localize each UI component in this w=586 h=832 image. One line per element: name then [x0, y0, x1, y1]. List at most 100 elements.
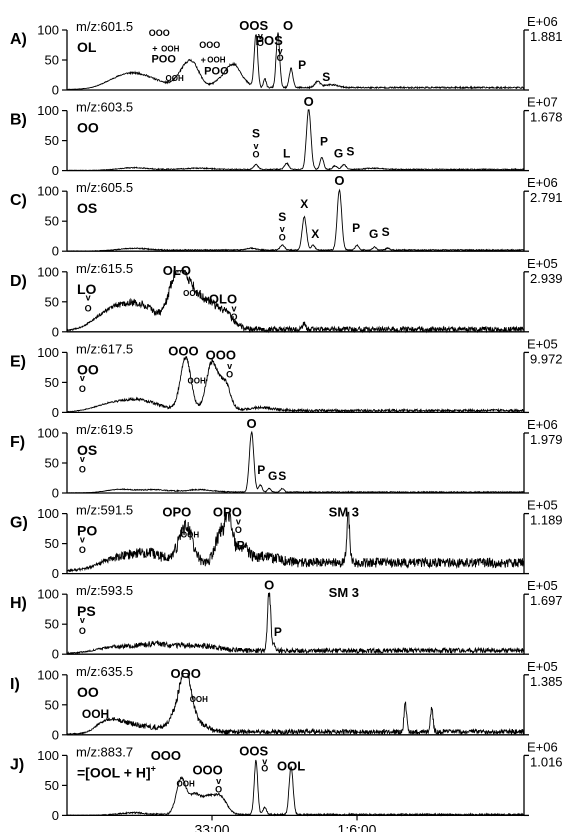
peak-label: v	[278, 46, 283, 56]
peak-label: O	[79, 384, 86, 394]
peak-label: OOO	[170, 666, 200, 681]
peak-label: O	[334, 173, 344, 188]
y-tick-label: 50	[45, 53, 59, 68]
y-tick-label: 100	[37, 23, 59, 38]
compound-label: PO	[77, 523, 97, 539]
peak-label: S	[382, 225, 390, 239]
scale-exponent: E+05	[527, 659, 558, 674]
scale-value: 1.697	[530, 593, 563, 608]
scale-exponent: E+05	[527, 256, 558, 271]
scale-value: 2.791	[530, 190, 563, 205]
peak-label: v	[80, 454, 85, 464]
peak-label: O	[279, 232, 286, 242]
mz-label: m/z:601.5	[76, 19, 133, 34]
y-tick-label: 100	[37, 426, 59, 441]
peak-label: P	[274, 625, 282, 639]
scale-exponent: E+05	[527, 498, 558, 513]
peak-label: P	[298, 58, 306, 72]
peak-label: OOO	[206, 348, 236, 363]
peak-label: OOS	[239, 18, 268, 33]
peak-label: O	[246, 416, 256, 431]
y-tick-label: 0	[52, 727, 59, 742]
mz-label: m/z:603.5	[76, 100, 133, 115]
mz-label: m/z:617.5	[76, 341, 133, 356]
y-tick-label: 100	[37, 587, 59, 602]
peak-label: v	[80, 615, 85, 625]
peak-label: O	[79, 545, 86, 555]
peak-label: POS	[255, 33, 283, 48]
peak-label: S	[252, 127, 260, 141]
panel-label: F)	[10, 434, 25, 451]
peak-label: S	[322, 70, 330, 84]
panel-label: G)	[10, 515, 28, 532]
panel-label: B)	[10, 112, 27, 129]
superscript-plus: +	[151, 763, 156, 773]
peak-label: O	[252, 149, 259, 159]
peak-label: OPO	[213, 505, 242, 520]
mz-label: m/z:883.7	[76, 744, 133, 759]
y-tick-label: 100	[37, 184, 59, 199]
peak-label: OOH	[188, 377, 206, 386]
peak-label: O	[304, 94, 314, 109]
compound-label: LO	[77, 281, 97, 297]
peak-label: SM 3	[329, 585, 359, 600]
peak-label: v	[253, 141, 258, 151]
y-tick-label: 50	[45, 214, 59, 229]
peak-label: O	[264, 577, 274, 592]
trace-line	[67, 511, 525, 573]
scale-exponent: E+06	[527, 175, 558, 190]
y-tick-label: 100	[37, 748, 59, 763]
peak-label: X	[311, 227, 319, 241]
peak-label: OOH	[82, 707, 109, 721]
peak-label: O	[79, 465, 86, 475]
peak-label: OOL	[277, 758, 305, 773]
y-tick-label: 50	[45, 697, 59, 712]
y-tick-label: 0	[52, 324, 59, 339]
peak-label: OOH	[161, 45, 179, 54]
trace-line	[67, 430, 525, 494]
scale-value: 1.385	[530, 674, 563, 689]
peak-label: v	[216, 776, 221, 786]
trace-line	[67, 356, 525, 414]
panel-label: H)	[10, 595, 27, 612]
y-tick-label: 50	[45, 536, 59, 551]
peak-label: O	[277, 53, 284, 63]
peak-label: G	[268, 469, 277, 483]
peak-label: O	[79, 626, 86, 636]
peak-label: OOH	[207, 55, 225, 64]
y-tick-label: 100	[37, 667, 59, 682]
compound-label: PS	[77, 603, 96, 619]
scale-value: 1.678	[530, 110, 563, 125]
mz-label: m/z:635.5	[76, 664, 133, 679]
compound-label: OL	[77, 39, 97, 55]
peak-label: O	[230, 312, 237, 322]
mz-label: m/z:619.5	[76, 422, 133, 437]
y-tick-label: 0	[52, 405, 59, 420]
peak-label: v	[227, 361, 232, 371]
scale-value: 1.189	[530, 513, 563, 528]
scale-exponent: E+05	[527, 578, 558, 593]
peak-label: OOS	[239, 743, 268, 758]
y-tick-label: 50	[45, 456, 59, 471]
peak-label: L	[283, 146, 290, 160]
peak-label: v	[80, 373, 85, 383]
peak-label: P	[237, 539, 245, 553]
panel-label: J)	[10, 756, 24, 773]
compound-label: OO	[77, 684, 99, 700]
peak-label: X	[300, 197, 308, 211]
peak-label: O	[261, 764, 268, 774]
panel-label: C)	[10, 192, 27, 209]
peak-label: P	[352, 221, 360, 235]
peak-label: POO	[151, 53, 176, 65]
peak-label: v	[280, 224, 285, 234]
panel-label: A)	[10, 31, 27, 48]
trace-line	[66, 759, 525, 817]
panel-g: 050100G)m/z:591.5POE+051.189OPOOOHOPOvOP…	[10, 498, 563, 581]
peak-label: OPO	[162, 505, 191, 520]
y-tick-label: 100	[37, 264, 59, 279]
